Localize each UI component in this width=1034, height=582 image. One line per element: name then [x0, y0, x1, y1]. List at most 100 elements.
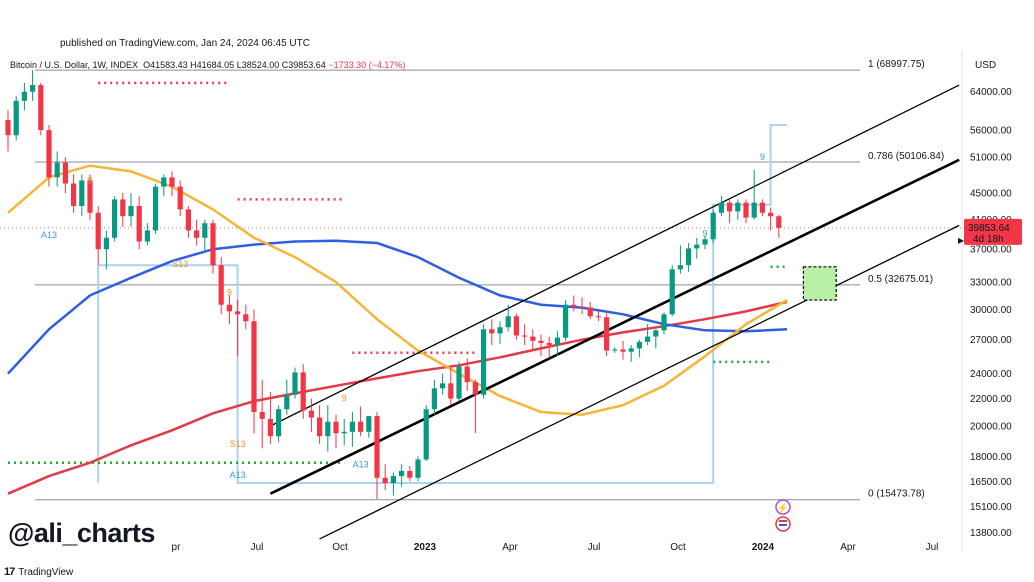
candle-body	[136, 206, 142, 242]
candle	[489, 319, 495, 346]
candle	[79, 174, 85, 217]
td-count-label: A13	[230, 470, 246, 480]
candle	[46, 125, 52, 187]
candle	[226, 295, 232, 325]
candle-body	[538, 340, 544, 343]
candle-body	[153, 186, 159, 231]
candle-body	[636, 341, 642, 349]
candle-body	[276, 409, 282, 437]
td-count-label: S13	[172, 259, 188, 269]
candle-body	[251, 321, 257, 412]
candle	[677, 245, 683, 274]
candle-body	[505, 316, 511, 328]
candle	[546, 336, 552, 359]
ohlc-low: L38524.00	[236, 60, 280, 70]
candle	[456, 361, 462, 402]
candle-body	[653, 330, 659, 337]
candle-body	[776, 216, 782, 228]
candle-body	[38, 85, 44, 131]
current-price-tag	[964, 218, 1022, 245]
candle-body	[103, 237, 109, 250]
candle	[669, 265, 675, 317]
x-tick-label: 2024	[752, 542, 775, 553]
candle-body	[604, 317, 610, 351]
candle-body	[669, 269, 675, 315]
y-tick-label: 18000.00	[970, 452, 1012, 463]
candle	[431, 379, 437, 415]
candle-body	[366, 416, 372, 432]
candle-body	[185, 209, 191, 231]
candle	[30, 70, 36, 101]
candle	[481, 324, 487, 399]
sma-50-line	[7, 164, 788, 416]
candle	[390, 472, 396, 496]
candle	[382, 464, 388, 491]
y-tick-label: 20000.00	[970, 421, 1012, 432]
candle	[251, 309, 257, 434]
candle-body	[563, 304, 569, 338]
candle	[595, 311, 601, 322]
candle	[464, 358, 470, 391]
candle-body	[718, 202, 724, 213]
candle-body	[235, 311, 241, 315]
candle-body	[620, 349, 626, 352]
y-tick-label: 64000.00	[970, 87, 1012, 98]
candle	[628, 345, 634, 362]
price-pointer-icon	[958, 237, 964, 244]
tradingview-logo: 17 TradingView	[4, 566, 73, 578]
candle-body	[21, 91, 27, 101]
y-tick-label: 16500.00	[970, 477, 1012, 488]
fib-label: 0.5 (32675.01)	[868, 274, 933, 285]
candle	[366, 416, 372, 438]
candle-body	[710, 212, 716, 240]
candle	[718, 196, 724, 217]
candle	[349, 411, 355, 447]
candle	[267, 392, 273, 444]
candle	[136, 196, 142, 250]
candle-body	[292, 372, 298, 395]
candle-body	[169, 177, 175, 187]
candle-body	[30, 85, 36, 92]
ohlc-high: H41684.05	[190, 60, 235, 70]
candle	[554, 331, 560, 357]
td-count-label: 9	[87, 176, 92, 186]
candle	[768, 207, 774, 231]
candle	[292, 367, 298, 399]
candle	[54, 151, 60, 187]
candle-body	[317, 417, 323, 437]
candle-body	[300, 372, 306, 411]
candle-body	[694, 244, 700, 249]
candle	[38, 82, 44, 136]
candle-body	[423, 409, 429, 460]
candle	[87, 174, 93, 220]
author-watermark: @ali_charts	[8, 518, 155, 548]
candle-body	[349, 421, 355, 432]
td-count-label: 9	[227, 287, 232, 297]
candle-body	[522, 335, 528, 337]
channel-line	[270, 84, 960, 427]
candle	[653, 329, 659, 349]
candle-body	[702, 239, 708, 245]
candle-body	[759, 202, 765, 213]
candle	[71, 174, 77, 213]
candle-body	[13, 100, 19, 136]
flag-stripe	[779, 520, 787, 522]
candle-body	[431, 388, 437, 410]
candle	[522, 324, 528, 346]
candle-body	[677, 265, 683, 270]
candle	[185, 206, 191, 238]
candle-body	[530, 336, 536, 341]
x-tick-label: Jul	[926, 542, 939, 553]
current-price-countdown: 4d 18h	[973, 234, 1004, 245]
candle	[735, 199, 741, 220]
candle	[202, 219, 208, 254]
y-tick-label: 13800.00	[970, 528, 1012, 539]
candle-body	[161, 177, 167, 187]
candle	[661, 312, 667, 335]
candle-body	[481, 329, 487, 395]
symbol-title: Bitcoin / U.S. Dollar, 1W, INDEX	[10, 60, 139, 70]
candle	[218, 257, 224, 315]
candle-body	[284, 394, 290, 410]
candle-body	[489, 329, 495, 334]
